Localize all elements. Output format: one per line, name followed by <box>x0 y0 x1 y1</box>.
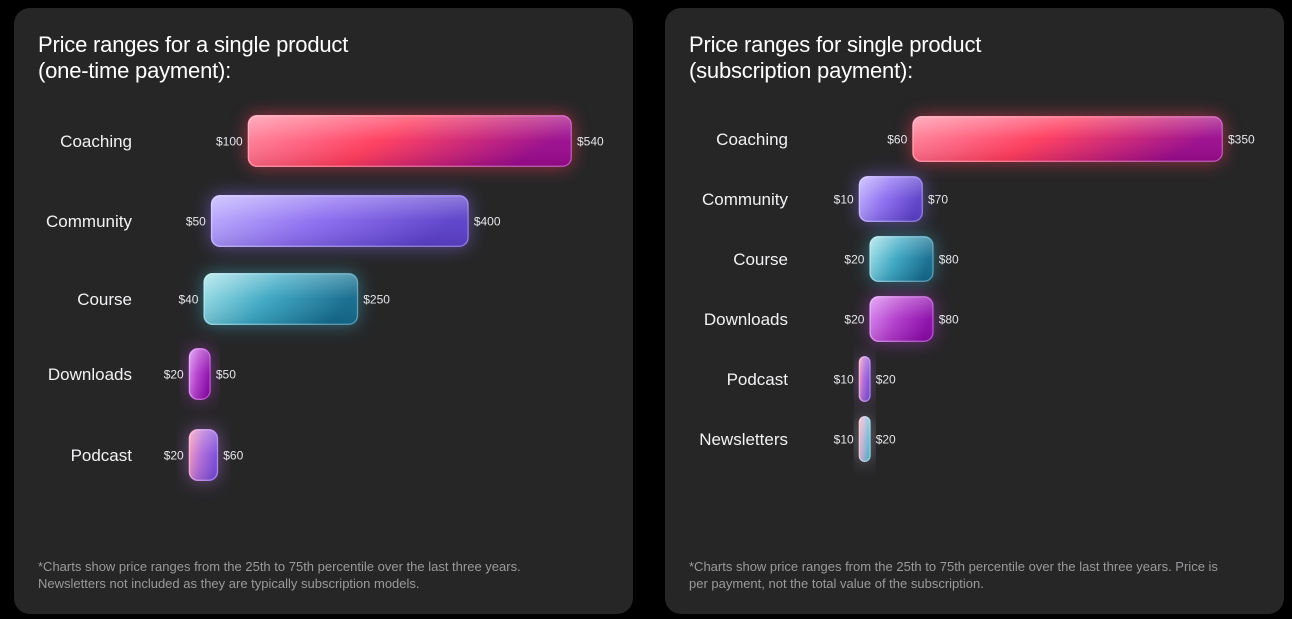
footnote: *Charts show price ranges from the 25th … <box>689 558 1259 592</box>
category-label-podcast: Podcast <box>727 370 789 389</box>
high-value-label-downloads: $50 <box>216 368 236 382</box>
footnote-line-1: *Charts show price ranges from the 25th … <box>689 559 1218 574</box>
bar-highlight-coaching <box>247 115 572 167</box>
low-value-label-course: $20 <box>844 253 864 267</box>
subscription-price-range-chart: Coaching $60 $350 Community $10 $70 Course $20 $… <box>699 116 1255 462</box>
low-value-label-coaching: $60 <box>887 133 907 147</box>
panel-title: Price ranges for a single product (one-t… <box>38 32 348 84</box>
category-label-newsletters: Newsletters <box>699 430 788 449</box>
bar-highlight-podcast <box>858 356 871 402</box>
panel-title-line-1: Price ranges for a single product <box>38 32 349 57</box>
high-value-label-community: $70 <box>928 193 948 207</box>
low-value-label-newsletters: $10 <box>834 433 854 447</box>
high-value-label-course: $80 <box>939 253 959 267</box>
bar-group-coaching <box>912 116 1223 162</box>
panel-title-line-2: (one-time payment): <box>38 58 232 83</box>
category-label-community: Community <box>702 190 788 209</box>
bar-highlight-coaching <box>912 116 1223 162</box>
bar-highlight-community <box>211 195 469 247</box>
low-value-label-downloads: $20 <box>164 368 184 382</box>
low-value-label-podcast: $20 <box>164 449 184 463</box>
footnote: *Charts show price ranges from the 25th … <box>38 558 608 592</box>
high-value-label-newsletters: $20 <box>876 433 896 447</box>
bar-highlight-course <box>203 273 359 325</box>
low-value-label-community: $10 <box>834 193 854 207</box>
bar-highlight-podcast <box>188 429 219 481</box>
category-label-coaching: Coaching <box>716 130 788 149</box>
low-value-label-podcast: $10 <box>834 373 854 387</box>
high-value-label-coaching: $350 <box>1228 133 1255 147</box>
bar-highlight-downloads <box>869 296 934 342</box>
high-value-label-downloads: $80 <box>939 313 959 327</box>
category-label-downloads: Downloads <box>704 310 788 329</box>
high-value-label-community: $400 <box>474 215 501 229</box>
panel-title-line-2: (subscription payment): <box>689 58 914 83</box>
category-label-community: Community <box>46 212 132 231</box>
one-time-payment-panel: Price ranges for a single product (one-t… <box>14 8 633 614</box>
high-value-label-podcast: $60 <box>223 449 243 463</box>
category-label-course: Course <box>77 290 132 309</box>
low-value-label-coaching: $100 <box>216 135 243 149</box>
bar-group-coaching <box>247 115 572 167</box>
footnote-line-2: per payment, not the total value of the … <box>689 576 984 591</box>
low-value-label-community: $50 <box>186 215 206 229</box>
bar-group-podcast <box>188 429 219 481</box>
low-value-label-downloads: $20 <box>844 313 864 327</box>
bar-highlight-course <box>869 236 934 282</box>
panel-title-line-1: Price ranges for single product <box>689 32 982 57</box>
category-label-downloads: Downloads <box>48 365 132 384</box>
bar-highlight-newsletters <box>858 416 871 462</box>
panel-title: Price ranges for single product (subscri… <box>689 32 981 84</box>
category-label-podcast: Podcast <box>71 446 133 465</box>
footnote-line-2: Newsletters not included as they are typ… <box>38 576 420 591</box>
one-time-price-range-chart: Coaching $100 $540 Community $50 $400 Course $4… <box>46 115 604 481</box>
bar-group-newsletters <box>858 416 871 462</box>
bar-group-community <box>210 195 469 247</box>
bar-group-course <box>203 273 359 325</box>
low-value-label-course: $40 <box>178 293 198 307</box>
bar-group-downloads <box>188 348 211 400</box>
footnote-line-1: *Charts show price ranges from the 25th … <box>38 559 521 574</box>
bar-group-downloads <box>869 296 934 342</box>
high-value-label-podcast: $20 <box>876 373 896 387</box>
bar-highlight-community <box>858 176 923 222</box>
category-label-course: Course <box>733 250 788 269</box>
category-label-coaching: Coaching <box>60 132 132 151</box>
bar-highlight-downloads <box>188 348 211 400</box>
bar-group-course <box>869 236 934 282</box>
bar-group-community <box>858 176 923 222</box>
subscription-payment-panel: Price ranges for single product (subscri… <box>665 8 1284 614</box>
high-value-label-course: $250 <box>363 293 390 307</box>
bar-group-podcast <box>858 356 871 402</box>
high-value-label-coaching: $540 <box>577 135 604 149</box>
